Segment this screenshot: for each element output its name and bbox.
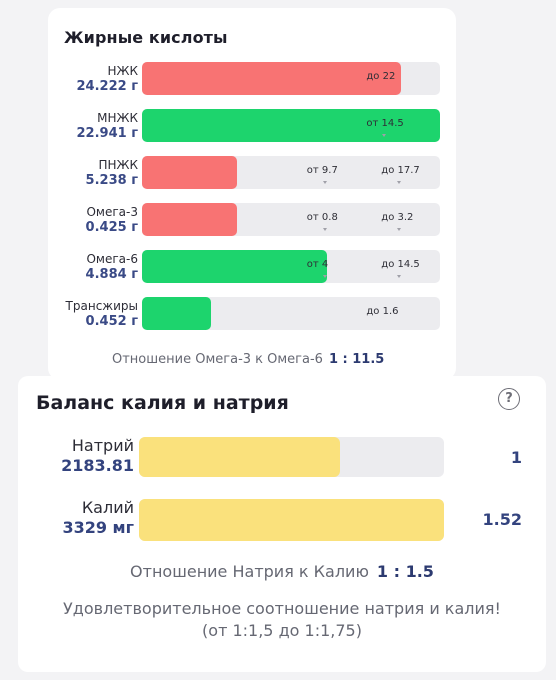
norm-tick-marker <box>397 228 402 231</box>
norm-tick-marker <box>397 275 402 278</box>
norm-tick-marker <box>397 181 402 184</box>
mineral-value: 2183.81 <box>61 456 134 475</box>
mineral-bar-track <box>139 499 444 541</box>
fatty-acid-row: НЖК 24.222 г до 22 <box>48 62 456 102</box>
fatty-acid-bar-fill <box>142 297 211 330</box>
fatty-acid-norm-label: от 9.7 <box>306 165 338 176</box>
fatty-acid-norm-label: до 22 <box>366 71 396 82</box>
mineral-bar-fill <box>139 437 341 477</box>
mineral-ratio-value: 1.52 <box>482 510 522 529</box>
balance-note: Удовлетворительное соотношение натрия и … <box>18 598 546 642</box>
fatty-acid-name: Трансжиры <box>65 299 138 313</box>
mineral-value: 3329 мг <box>62 518 134 537</box>
fatty-acid-bar-fill <box>142 109 440 142</box>
fatty-acid-name: Омега-3 <box>86 205 138 219</box>
norm-tick-marker <box>382 134 387 137</box>
fatty-acid-norm-label: до 17.7 <box>381 165 420 176</box>
fatty-acid-value: 24.222 г <box>76 79 138 94</box>
fatty-acid-row: МНЖК 22.941 г от 14.5 <box>48 109 456 149</box>
fatty-acid-bar-fill <box>142 156 238 189</box>
omega-ratio-value: 1 : 11.5 <box>328 352 385 367</box>
help-icon[interactable]: ? <box>498 388 520 410</box>
fatty-acid-name: МНЖК <box>97 111 138 125</box>
fatty-acid-norm-label: от 0.8 <box>306 212 338 223</box>
mineral-name: Натрий <box>71 436 134 455</box>
fatty-acid-bar-track: от 4 до 14.5 <box>142 250 440 283</box>
potassium-sodium-card: Баланс калия и натрия ? Натрий 2183.81 1 Ка… <box>18 376 546 672</box>
fatty-acid-value: 4.884 г <box>85 267 138 282</box>
norm-tick-marker <box>322 181 327 184</box>
fatty-acid-bar-fill <box>142 250 327 283</box>
fatty-acid-row: ПНЖК 5.238 г от 9.7 до 17.7 <box>48 156 456 196</box>
mineral-ratio-value: 1 <box>510 448 522 467</box>
fatty-acid-norm-label: до 14.5 <box>381 259 420 270</box>
sodium-potassium-ratio: Отношение Натрия к Калию 1 : 1.5 <box>18 562 546 581</box>
fatty-acid-row: Омега-3 0.425 г от 0.8 до 3.2 <box>48 203 456 243</box>
norm-tick-marker <box>322 275 327 278</box>
fatty-acids-card: Жирные кислоты НЖК 24.222 г до 22 МНЖК 22.94… <box>48 8 456 380</box>
fatty-acid-norm-label: до 3.2 <box>381 212 414 223</box>
fatty-acid-bar-fill <box>142 62 402 95</box>
balance-note-line1: Удовлетворительное соотношение натрия и … <box>63 599 501 618</box>
fatty-acid-norm-label: от 4 <box>306 259 329 270</box>
fatty-acid-value: 0.452 г <box>85 314 138 329</box>
fatty-acid-bar-track: до 22 <box>142 62 440 95</box>
sodium-potassium-ratio-label: Отношение Натрия к Калию <box>130 562 369 581</box>
fatty-acid-bar-track: до 1.6 <box>142 297 440 330</box>
fatty-acid-bar-track: от 0.8 до 3.2 <box>142 203 440 236</box>
fatty-acid-row: Омега-6 4.884 г от 4 до 14.5 <box>48 250 456 290</box>
sodium-potassium-ratio-value: 1 : 1.5 <box>376 562 434 581</box>
fatty-acid-name: Омега-6 <box>86 252 138 266</box>
fatty-acid-norm-label: от 14.5 <box>366 118 404 129</box>
mineral-bar-fill <box>139 499 444 541</box>
fatty-acid-value: 22.941 г <box>76 126 138 141</box>
norm-tick-marker <box>322 228 327 231</box>
balance-title: Баланс калия и натрия <box>36 392 289 414</box>
fatty-acid-bar-track: от 9.7 до 17.7 <box>142 156 440 189</box>
mineral-name: Калий <box>81 498 134 517</box>
fatty-acid-name: НЖК <box>107 64 138 78</box>
fatty-acid-name: ПНЖК <box>98 158 139 172</box>
balance-note-line2: (от 1:1,5 до 1:1,75) <box>202 621 362 640</box>
omega-ratio: Отношение Омега-3 к Омега-6 1 : 11.5 <box>112 352 384 367</box>
omega-ratio-label: Отношение Омега-3 к Омега-6 <box>112 352 323 367</box>
fatty-acid-value: 5.238 г <box>85 173 138 188</box>
mineral-bar-track <box>139 437 444 477</box>
fatty-acid-value: 0.425 г <box>85 220 138 235</box>
fatty-acids-title: Жирные кислоты <box>64 28 228 47</box>
fatty-acid-bar-track: от 14.5 <box>142 109 440 142</box>
fatty-acid-row: Трансжиры 0.452 г до 1.6 <box>48 297 456 337</box>
fatty-acid-bar-fill <box>142 203 238 236</box>
fatty-acid-norm-label: до 1.6 <box>366 306 399 317</box>
